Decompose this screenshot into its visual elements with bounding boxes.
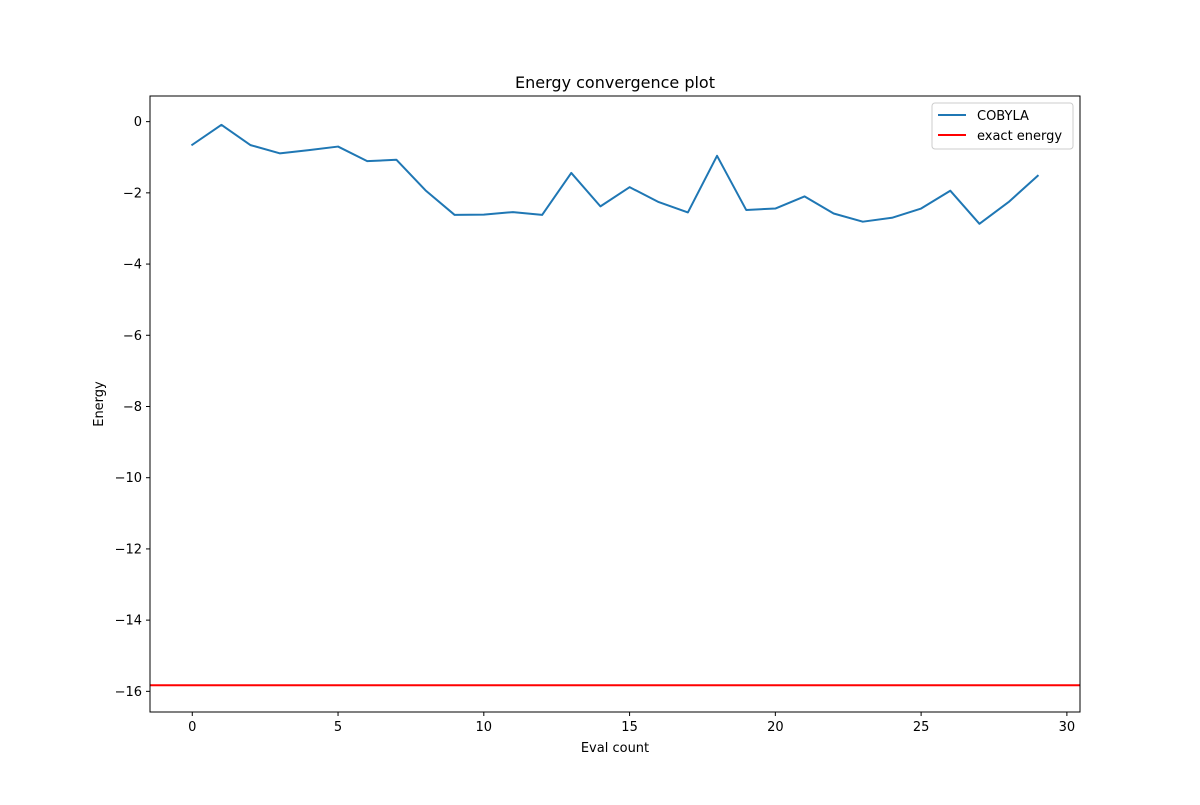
legend-label-exact-energy: exact energy <box>977 129 1062 144</box>
x-tick-label: 15 <box>621 720 638 735</box>
legend-label-cobyla: COBYLA <box>977 109 1029 124</box>
y-tick-label: −10 <box>115 471 142 486</box>
y-axis-title: Energy <box>92 381 107 427</box>
y-tick-label: 0 <box>134 115 142 130</box>
x-tick-label: 25 <box>913 720 930 735</box>
y-tick-label: −2 <box>123 186 142 201</box>
x-tick-label: 0 <box>188 720 196 735</box>
x-tick-label: 5 <box>334 720 342 735</box>
y-tick-label: −14 <box>115 614 142 629</box>
chart-title: Energy convergence plot <box>515 73 715 92</box>
x-axis-title: Eval count <box>581 741 649 756</box>
y-tick-label: −12 <box>115 542 142 557</box>
y-tick-label: −6 <box>123 329 142 344</box>
plot-area <box>150 96 1080 712</box>
y-tick-label: −8 <box>123 400 142 415</box>
x-tick-label: 20 <box>767 720 784 735</box>
legend: COBYLA exact energy <box>932 103 1073 149</box>
y-tick-label: −16 <box>115 685 142 700</box>
x-tick-label: 30 <box>1059 720 1076 735</box>
y-tick-label: −4 <box>123 258 142 273</box>
x-tick-label: 10 <box>476 720 493 735</box>
